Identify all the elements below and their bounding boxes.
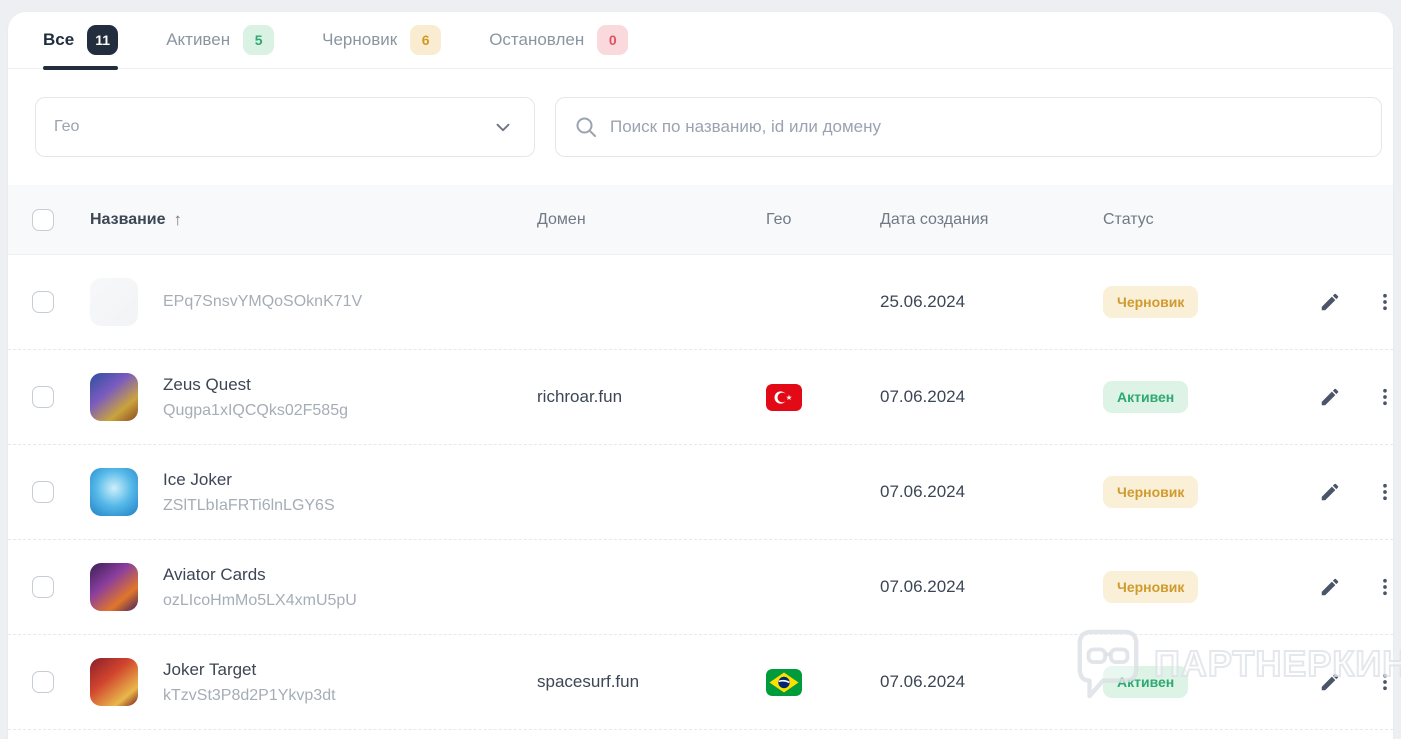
- row-thumbnail: [90, 468, 138, 516]
- row-thumbnail: [90, 278, 138, 326]
- row-thumbnail: [90, 373, 138, 421]
- row-checkbox[interactable]: [32, 671, 54, 693]
- tab-stopped-count-badge: 0: [597, 25, 629, 55]
- pencil-icon: [1321, 388, 1339, 406]
- row-created-date: 07.06.2024: [880, 672, 966, 691]
- pencil-icon: [1321, 673, 1339, 691]
- chevron-down-icon: [496, 123, 510, 132]
- edit-button[interactable]: [1315, 477, 1345, 507]
- row-created-date: 07.06.2024: [880, 482, 966, 501]
- geo-select-placeholder: Гео: [54, 118, 80, 135]
- kebab-menu-icon: [1383, 483, 1387, 501]
- row-id: kTzvSt3P8d2P1Ykvp3dt: [163, 686, 336, 704]
- edit-button[interactable]: [1315, 382, 1345, 412]
- tab-draft-label: Черновик: [322, 30, 398, 49]
- table-row[interactable]: Aviator Cards ozLIcoHmMo5LX4xmU5pU 07.06…: [8, 540, 1393, 635]
- row-domain: spacesurf.fun: [537, 672, 640, 691]
- content-card: Все 11 Активен 5 Черновик 6 Остановлен 0…: [8, 12, 1401, 739]
- row-geo-cell: [766, 668, 880, 696]
- table-row[interactable]: EPq7SnsvYMQoSOknK71V 25.06.2024 Черновик: [8, 255, 1393, 350]
- row-geo-cell: [766, 383, 880, 411]
- tab-active-label: Активен: [166, 30, 231, 49]
- row-menu-button[interactable]: [1371, 477, 1399, 507]
- edit-button[interactable]: [1315, 287, 1345, 317]
- edit-button[interactable]: [1315, 667, 1345, 697]
- row-checkbox[interactable]: [32, 386, 54, 408]
- table-header: Название ↑ Домен Гео Дата создания Стату…: [8, 185, 1393, 255]
- sort-ascending-icon: ↑: [173, 209, 183, 229]
- status-badge: Активен: [1103, 666, 1189, 698]
- filter-bar: Гео: [8, 69, 1393, 185]
- status-badge: Черновик: [1103, 286, 1199, 318]
- row-menu-button[interactable]: [1371, 287, 1399, 317]
- pencil-icon: [1321, 293, 1339, 311]
- row-domain: richroar.fun: [537, 387, 623, 406]
- column-header-name[interactable]: Название ↑: [90, 210, 537, 230]
- search-icon: [576, 117, 596, 137]
- row-menu-button[interactable]: [1371, 667, 1399, 697]
- tab-draft-count-badge: 6: [410, 25, 442, 55]
- row-menu-button[interactable]: [1371, 382, 1399, 412]
- row-checkbox[interactable]: [32, 291, 54, 313]
- geo-select[interactable]: Гео: [35, 97, 535, 157]
- table-row[interactable]: Joker Target kTzvSt3P8d2P1Ykvp3dt spaces…: [8, 635, 1393, 730]
- status-tabs: Все 11 Активен 5 Черновик 6 Остановлен 0: [8, 12, 1393, 70]
- row-checkbox[interactable]: [32, 576, 54, 598]
- row-id: ZSlTLbIaFRTi6lnLGY6S: [163, 496, 335, 514]
- row-id: Qugpa1xIQCQks02F585g: [163, 401, 348, 419]
- row-checkbox[interactable]: [32, 481, 54, 503]
- flag-brazil-icon: [766, 668, 802, 696]
- kebab-menu-icon: [1383, 293, 1387, 311]
- row-name: Aviator Cards: [163, 564, 266, 584]
- search-input[interactable]: [610, 117, 1363, 137]
- edit-button[interactable]: [1315, 572, 1345, 602]
- column-header-status: Статус: [1103, 210, 1154, 228]
- tab-stopped[interactable]: Остановлен 0: [489, 12, 629, 68]
- search-box: [555, 97, 1382, 157]
- kebab-menu-icon: [1383, 388, 1387, 406]
- tab-all[interactable]: Все 11: [43, 12, 119, 70]
- row-menu-button[interactable]: [1371, 572, 1399, 602]
- pencil-icon: [1321, 578, 1339, 596]
- row-created-date: 25.06.2024: [880, 292, 966, 311]
- row-name: Ice Joker: [163, 469, 232, 489]
- column-header-geo: Гео: [766, 210, 792, 228]
- flag-turkey-icon: [766, 383, 802, 411]
- status-badge: Черновик: [1103, 476, 1199, 508]
- table-row[interactable]: Zeus Quest Qugpa1xIQCQks02F585g richroar…: [8, 350, 1393, 445]
- tab-all-count-badge: 11: [87, 25, 119, 55]
- column-header-domain: Домен: [537, 210, 586, 228]
- tab-active-count-badge: 5: [243, 25, 275, 55]
- table-body: EPq7SnsvYMQoSOknK71V 25.06.2024 Черновик: [8, 255, 1393, 730]
- row-thumbnail: [90, 563, 138, 611]
- kebab-menu-icon: [1383, 673, 1387, 691]
- column-header-created: Дата создания: [880, 210, 989, 228]
- row-created-date: 07.06.2024: [880, 387, 966, 406]
- table-row[interactable]: Ice Joker ZSlTLbIaFRTi6lnLGY6S 07.06.202…: [8, 445, 1393, 540]
- pencil-icon: [1321, 483, 1339, 501]
- tab-stopped-label: Остановлен: [489, 30, 585, 49]
- column-header-name-label: Название: [90, 210, 166, 228]
- tab-all-label: Все: [43, 30, 75, 49]
- row-id: ozLIcoHmMo5LX4xmU5pU: [163, 591, 357, 609]
- status-badge: Активен: [1103, 381, 1189, 413]
- row-name: Zeus Quest: [163, 374, 251, 394]
- row-thumbnail: [90, 658, 138, 706]
- status-badge: Черновик: [1103, 571, 1199, 603]
- row-id: EPq7SnsvYMQoSOknK71V: [163, 293, 363, 310]
- tab-active[interactable]: Активен 5: [166, 12, 275, 68]
- row-name: Joker Target: [163, 659, 257, 679]
- kebab-menu-icon: [1383, 578, 1387, 596]
- row-created-date: 07.06.2024: [880, 577, 966, 596]
- tab-draft[interactable]: Черновик 6: [322, 12, 442, 68]
- select-all-checkbox[interactable]: [32, 208, 54, 231]
